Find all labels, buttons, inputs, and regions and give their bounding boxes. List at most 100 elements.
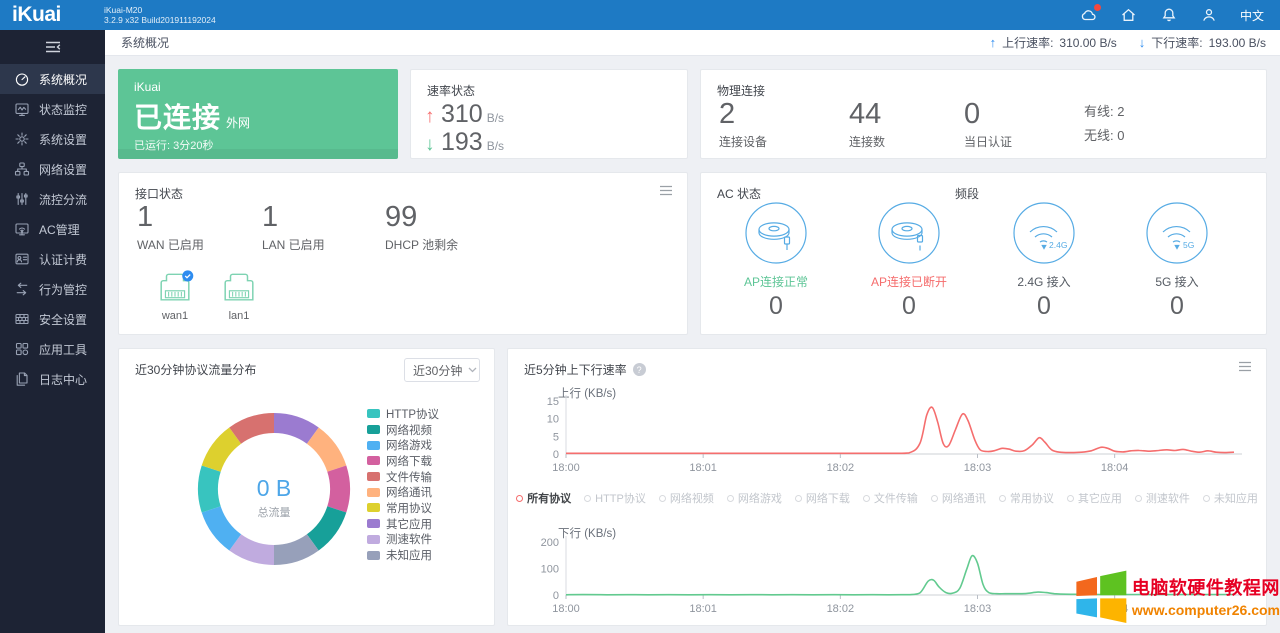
line-legend-item[interactable]: 文件传输 [862, 490, 918, 506]
sidebar-item-sliders[interactable]: 流控分流 [0, 184, 105, 214]
sidebar-menu: 系统概况状态监控 系统设置 网络设置流控分流 AC管理认证计费行为管控 安全设置应用工具… [0, 64, 105, 394]
ac-item-label: AP连接已断开 [870, 275, 947, 289]
gear-icon [14, 131, 30, 147]
line-legend-item[interactable]: 未知应用 [1202, 490, 1258, 506]
legend-dot [862, 494, 870, 502]
legend-swatch [367, 425, 380, 435]
line-legend-item[interactable]: 测速软件 [1134, 490, 1190, 506]
legend-swatch [367, 440, 380, 450]
device-model: iKuai-M20 [104, 5, 143, 15]
legend-dot [516, 494, 524, 502]
stat-wan: 1 WAN 已启用 [137, 201, 204, 252]
sidebar: 系统概况状态监控 系统设置 网络设置流控分流 AC管理认证计费行为管控 安全设置应用工具… [0, 30, 105, 633]
port-wan1[interactable]: wan1 [153, 269, 197, 322]
sidebar-item-label: 流控分流 [39, 192, 88, 207]
breadcrumb: 系统概况 [121, 36, 170, 50]
sidebar-item-network[interactable]: 网络设置 [0, 154, 105, 184]
line-legend-item[interactable]: 常用协议 [998, 490, 1054, 506]
svg-text:18:00: 18:00 [552, 603, 580, 615]
user-icon[interactable] [1200, 6, 1218, 24]
ac-item-wifi-5g: 5G 5G 接入 0 [1117, 201, 1237, 321]
legend-item[interactable]: 文件传输 [367, 469, 439, 485]
sidebar-item-tools[interactable]: 应用工具 [0, 334, 105, 364]
upload-rate-row: ↑ 310 B/s [425, 100, 505, 128]
stat-connections: 44 连接数 [849, 98, 886, 149]
legend-label: 未知应用 [386, 550, 432, 563]
breadcrumb-bar: 系统概况 ↑ 上行速率: 310.00 B/s ↓ 下行速率: 193.00 B… [105, 30, 1280, 56]
sidebar-item-gear[interactable]: 系统设置 [0, 124, 105, 154]
sidebar-item-idcard[interactable]: 认证计费 [0, 244, 105, 274]
legend-item[interactable]: 其它应用 [367, 516, 439, 532]
bell-icon[interactable] [1160, 6, 1178, 24]
firewall-icon [14, 311, 30, 327]
svg-text:0: 0 [553, 449, 559, 461]
sidebar-item-firewall[interactable]: 安全设置 [0, 304, 105, 334]
line-legend-item[interactable]: 网络游戏 [726, 490, 782, 506]
sidebar-item-label: 应用工具 [39, 342, 88, 357]
sidebar-collapse-toggle[interactable] [0, 30, 105, 64]
time-range-dropdown[interactable]: 近30分钟 [404, 358, 480, 382]
logs-icon [14, 371, 30, 387]
sidebar-item-label: AC管理 [39, 222, 80, 237]
dashboard-icon [14, 71, 30, 87]
legend-item[interactable]: 网络游戏 [367, 437, 439, 453]
legend-label: 网络游戏 [386, 440, 432, 453]
svg-text:18:00: 18:00 [552, 462, 580, 474]
download-arrow-icon: ↓ [1138, 35, 1146, 50]
legend-label: 所有协议 [527, 493, 572, 505]
sidebar-item-dashboard[interactable]: 系统概况 [0, 64, 105, 94]
port-lan1[interactable]: lan1 [217, 269, 261, 322]
legend-item[interactable]: 网络视频 [367, 422, 439, 438]
card-menu-icon[interactable] [1238, 361, 1252, 372]
rate-card: 速率状态 ↑ 310 B/s ↓ 193 B/s [410, 69, 688, 159]
svg-text:0: 0 [553, 590, 559, 602]
sidebar-item-behavior[interactable]: 行为管控 [0, 274, 105, 304]
legend-dot [998, 494, 1006, 502]
legend-label: 文件传输 [386, 471, 432, 484]
band-title: 频段 [955, 187, 980, 201]
line-legend-item[interactable]: 所有协议 [516, 490, 571, 506]
legend-item[interactable]: HTTP协议 [367, 406, 439, 422]
svg-text:18:02: 18:02 [827, 462, 855, 474]
sidebar-item-ac-screen[interactable]: AC管理 [0, 214, 105, 244]
legend-label: 测速软件 [1145, 493, 1190, 505]
legend-item[interactable]: 测速软件 [367, 532, 439, 548]
rate-charts-card: 近5分钟上下行速率 ? 上行 (KB/s) 0 5 10 15 18:00 18:01 18… [507, 348, 1267, 626]
home-icon[interactable] [1120, 6, 1138, 24]
legend-item[interactable]: 常用协议 [367, 500, 439, 516]
help-icon[interactable]: ? [632, 363, 646, 376]
protocol-donut-chart: 0 B 总流量 [197, 413, 351, 565]
upload-rate-label: 上行速率: [1002, 36, 1054, 50]
line-legend-item[interactable]: 网络通讯 [930, 490, 986, 506]
legend-dot [1066, 494, 1074, 502]
upload-speed: 310 [441, 100, 483, 128]
legend-label: 网络下载 [805, 493, 850, 505]
monitor-icon [14, 101, 30, 117]
legend-item[interactable]: 未知应用 [367, 547, 439, 563]
legend-item[interactable]: 网络下载 [367, 453, 439, 469]
sidebar-item-logs[interactable]: 日志中心 [0, 364, 105, 394]
line-legend-item[interactable]: 网络下载 [794, 490, 850, 506]
interface-status-card: 接口状态 1 WAN 已启用 1 LAN 已启用 99 DHCP 池剩余 wan… [118, 172, 688, 335]
ac-item-label: 2.4G 接入 [1017, 275, 1071, 289]
line-legend-item[interactable]: HTTP协议 [584, 490, 646, 506]
chevron-down-icon [468, 367, 477, 373]
download-rate-value: 193.00 B/s [1208, 35, 1266, 50]
legend-item[interactable]: 网络通讯 [367, 484, 439, 500]
line-legend-item[interactable]: 其它应用 [1066, 490, 1122, 506]
sidebar-item-label: 系统概况 [39, 72, 88, 87]
svg-text:18:01: 18:01 [689, 603, 717, 615]
cloud-icon[interactable] [1080, 4, 1101, 24]
sidebar-item-monitor[interactable]: 状态监控 [0, 94, 105, 124]
upload-arrow-icon: ↑ [989, 35, 997, 50]
sidebar-item-label: 认证计费 [39, 252, 88, 267]
svg-text:18:01: 18:01 [689, 462, 717, 474]
card-menu-icon[interactable] [659, 185, 673, 196]
line-legend-item[interactable]: 网络视频 [658, 490, 714, 506]
down-arrow-icon: ↓ [425, 134, 435, 155]
language-switch[interactable]: 中文 [1239, 8, 1264, 23]
upload-rate-value: 310.00 B/s [1059, 35, 1117, 50]
svg-text:0 B: 0 B [257, 475, 292, 501]
